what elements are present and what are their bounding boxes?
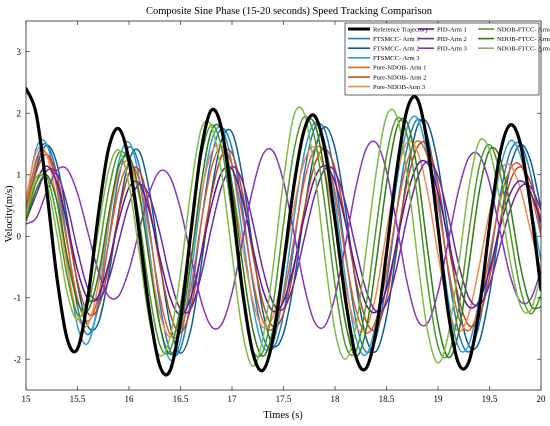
series-lines	[26, 87, 541, 377]
legend-label: Pure-NDOB- Arm 2	[373, 74, 426, 81]
y-tick-label: -2	[14, 354, 22, 364]
legend-label: PID-Arm 2	[437, 36, 467, 43]
x-tick-label: 16.5	[173, 394, 189, 404]
series-line-pid-arm-1	[26, 159, 541, 316]
y-tick-label: 2	[17, 108, 22, 118]
legend-label: PID-Arm 3	[437, 46, 468, 53]
series-line-ndob-ftcc-arm-1	[26, 115, 541, 359]
series-line-pid-arm-2	[26, 160, 541, 314]
y-tick-label: 0	[17, 231, 22, 241]
series-line-ndob-ftcc-arm-3	[26, 106, 541, 367]
x-tick-label: 18	[331, 394, 341, 404]
y-tick-label: 3	[17, 47, 22, 57]
x-tick-label: 19.5	[482, 394, 498, 404]
x-tick-label: 19	[434, 394, 444, 404]
chart-title: Composite Sine Phase (15-20 seconds) Spe…	[146, 6, 433, 17]
legend-box	[344, 22, 540, 96]
x-axis-label: Times (s)	[263, 410, 303, 421]
x-tick-label: 17	[228, 394, 238, 404]
legend: Reference Trajectory FTSMCC- Arm 1 FTSMCC-…	[344, 22, 550, 96]
x-tick-label: 16	[125, 394, 135, 404]
series-line-reference-trajectory	[26, 87, 541, 377]
y-tick-label: -1	[14, 293, 22, 303]
legend-label: NDOB-FTCC- Arm 1	[497, 26, 550, 33]
axis-ticks: 15 15.5 16 16.5 17 17.5 18 18.5 19 19.5 20 -2 -1 0 1 2 3	[14, 21, 547, 404]
y-tick-label: 1	[17, 170, 22, 180]
y-axis-label: Velocity(m/s)	[4, 185, 15, 243]
series-line-pure-ndob-arm-1	[26, 140, 541, 339]
x-tick-label: 17.5	[276, 394, 292, 404]
x-tick-label: 18.5	[379, 394, 395, 404]
legend-label: Pure-NDOB-Arm 3	[373, 84, 426, 91]
legend-label: NDOB-FTCC- Arm 3	[497, 46, 550, 53]
legend-label: FTSMCC- Arm 2	[373, 46, 420, 53]
legend-label: FTSMCC- Arm 3	[373, 55, 420, 62]
legend-label: PID-Arm 1	[437, 26, 467, 33]
legend-label: Reference Trajectory	[373, 26, 429, 33]
legend-label: Pure-NDOB- Arm 1	[373, 65, 426, 72]
x-tick-label: 15.5	[70, 394, 86, 404]
x-tick-label: 15	[22, 394, 32, 404]
legend-label: NDOB-FTCC- Arm 2	[497, 36, 550, 43]
legend-label: FTSMCC- Arm 1	[373, 36, 420, 43]
x-tick-label: 20	[537, 394, 547, 404]
